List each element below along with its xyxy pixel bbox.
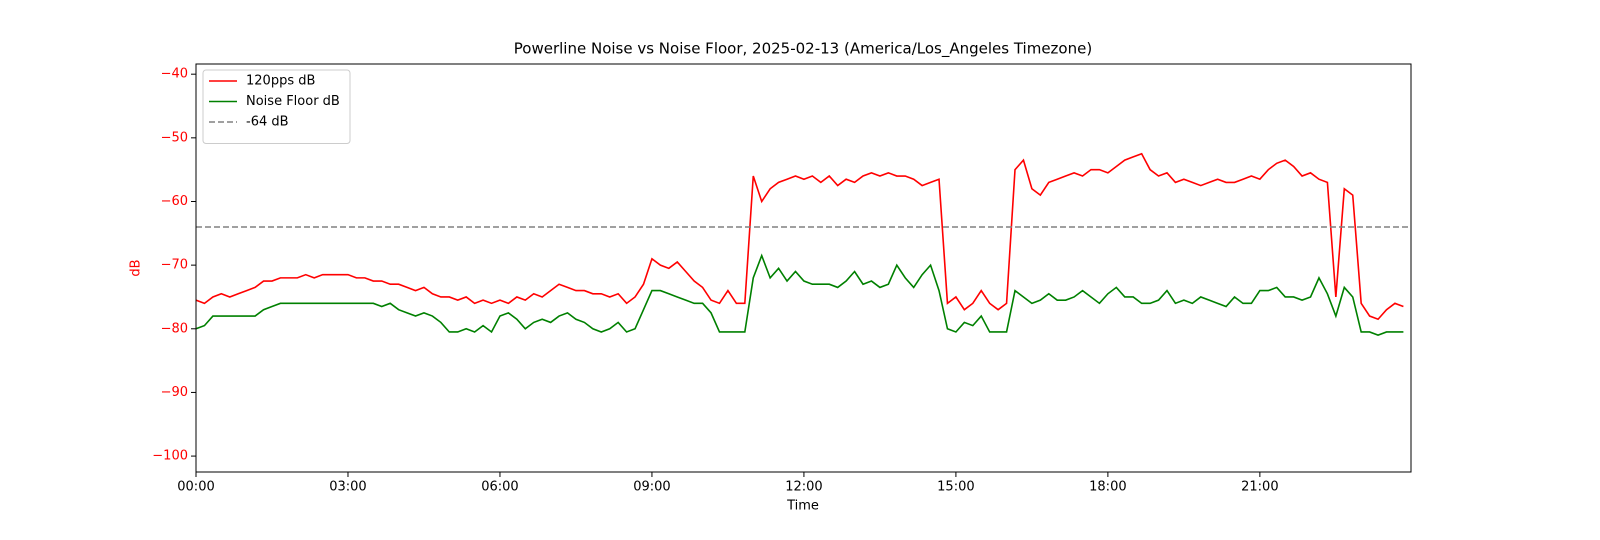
plot-frame: [195, 63, 1412, 473]
x-tick-label: 00:00: [177, 480, 214, 495]
series-line: [196, 152, 1404, 321]
y-tick-label: −100: [152, 449, 188, 464]
legend-box: [202, 69, 351, 144]
y-tick-label: −90: [161, 385, 188, 400]
y-tick-label: −70: [161, 258, 188, 273]
x-axis-label: Time: [786, 499, 819, 514]
y-axis-label: dB: [129, 259, 144, 276]
x-tick-label: 09:00: [633, 480, 670, 495]
x-tick-label: 06:00: [481, 480, 518, 495]
x-tick-label: 18:00: [1089, 480, 1126, 495]
x-tick-label: 03:00: [329, 480, 366, 495]
x-tick-label: 21:00: [1241, 480, 1278, 495]
y-tick-label: −60: [161, 194, 188, 209]
chart-title: Powerline Noise vs Noise Floor, 2025-02-…: [514, 40, 1092, 59]
y-tick-label: −80: [161, 321, 188, 336]
y-tick-label: −40: [161, 67, 188, 82]
legend-label: Noise Floor dB: [246, 94, 340, 109]
legend-label: -64 dB: [246, 115, 289, 130]
series-line: [196, 253, 1404, 337]
y-tick-label: −50: [161, 130, 188, 145]
x-tick-label: 12:00: [785, 480, 822, 495]
x-tick-label: 15:00: [937, 480, 974, 495]
legend-label: 120pps dB: [246, 74, 315, 89]
